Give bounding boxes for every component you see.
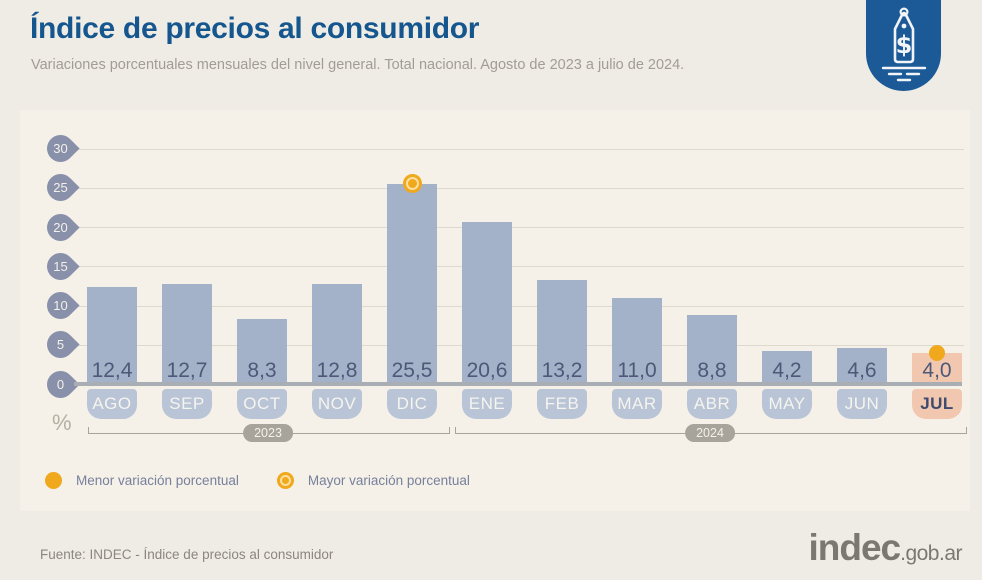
y-tick-label: 25 [53, 180, 68, 196]
bar-ago [87, 286, 137, 384]
indec-logo: indec .gob.ar [808, 529, 962, 566]
month-label-abr: ABR [687, 389, 737, 419]
bar-value-oct: 8,3 [247, 359, 277, 382]
price-tag-icon: $ [866, 0, 941, 91]
source-note: Fuente: INDEC - Índice de precios al con… [40, 547, 334, 562]
bar-value-nov: 12,8 [316, 359, 358, 382]
y-tick-label: 10 [53, 298, 68, 313]
month-label-nov: NOV [312, 389, 362, 419]
bar-oct [237, 318, 287, 384]
y-tick-20: 20 [41, 207, 80, 247]
indec-logo-text: indec [808, 527, 901, 568]
bar-value-may: 4,2 [772, 359, 802, 382]
legend-item-min: Menor variación porcentual [45, 472, 239, 489]
bar-value-dic: 25,5 [391, 359, 433, 382]
solid-dot-icon [45, 472, 62, 489]
y-tick-label: 20 [53, 219, 68, 235]
y-tick-label: 30 [53, 141, 68, 156]
month-label-dic: DIC [387, 389, 437, 419]
bar-dic [387, 183, 437, 384]
max-marker-ring-dot [402, 174, 422, 194]
year-label-2024: 2024 [685, 424, 735, 442]
bar-feb [537, 280, 587, 384]
y-tick-25: 25 [41, 168, 80, 207]
gridline-25 [78, 187, 964, 189]
month-label-jul: JUL [912, 389, 962, 419]
bar-value-jun: 4,6 [847, 359, 877, 382]
bar-value-ene: 20,6 [466, 359, 508, 382]
legend-label-max: Mayor variación porcentual [307, 473, 470, 488]
page-subtitle: Variaciones porcentuales mensuales del n… [31, 57, 685, 73]
bar-value-mar: 11,0 [617, 359, 657, 382]
bar-value-jul: 4,0 [922, 359, 952, 382]
bar-may [762, 351, 812, 384]
indec-logo-suffix: .gob.ar [900, 542, 962, 565]
month-label-jun: JUN [837, 389, 887, 419]
month-label-may: MAY [762, 389, 812, 419]
min-marker-solid-dot [929, 344, 945, 361]
y-tick-label: 15 [53, 258, 68, 274]
ring-dot-icon [276, 472, 294, 489]
y-tick-15: 15 [41, 247, 80, 286]
bar-mar [612, 297, 662, 384]
svg-text:$: $ [895, 31, 912, 59]
month-label-feb: FEB [537, 389, 587, 419]
bar-jun [837, 347, 887, 384]
bar-ene [462, 222, 512, 384]
bar-nov [312, 283, 362, 384]
gridline-20 [78, 227, 964, 228]
gridline-5 [78, 344, 964, 346]
year-label-2023: 2023 [243, 424, 293, 442]
month-label-ago: AGO [87, 389, 137, 419]
y-axis-unit: % [52, 410, 72, 435]
bar-abr [687, 314, 737, 384]
y-tick-30: 30 [41, 129, 80, 168]
month-label-ene: ENE [462, 389, 512, 419]
bar-value-ago: 12,4 [91, 359, 133, 382]
chart-panel: 30 25 20 15 10 5 0 % 12,4 AGO 12,7 SEP 8,3 OCT 12,8 N… [20, 110, 970, 511]
bar-value-abr: 8,8 [697, 359, 727, 382]
bar-value-sep: 12,7 [166, 359, 208, 382]
y-tick-label: 0 [56, 376, 65, 392]
gridline-10 [78, 305, 964, 307]
bar-value-feb: 13,2 [541, 359, 583, 382]
legend: Menor variación porcentual Mayor variaci… [45, 472, 470, 489]
y-tick-label: 5 [56, 337, 65, 353]
y-tick-5: 5 [41, 325, 80, 364]
gridline-30 [78, 148, 964, 150]
y-tick-10: 10 [41, 286, 80, 325]
legend-item-max: Mayor variación porcentual [276, 472, 470, 489]
bar-sep [162, 284, 212, 384]
month-label-oct: OCT [237, 389, 287, 419]
month-label-sep: SEP [162, 389, 212, 419]
x-axis-baseline [74, 382, 962, 386]
page-title: Índice de precios al consumidor [30, 12, 480, 45]
month-label-mar: MAR [612, 389, 662, 419]
legend-label-min: Menor variación porcentual [76, 473, 239, 488]
gridline-15 [78, 266, 964, 268]
